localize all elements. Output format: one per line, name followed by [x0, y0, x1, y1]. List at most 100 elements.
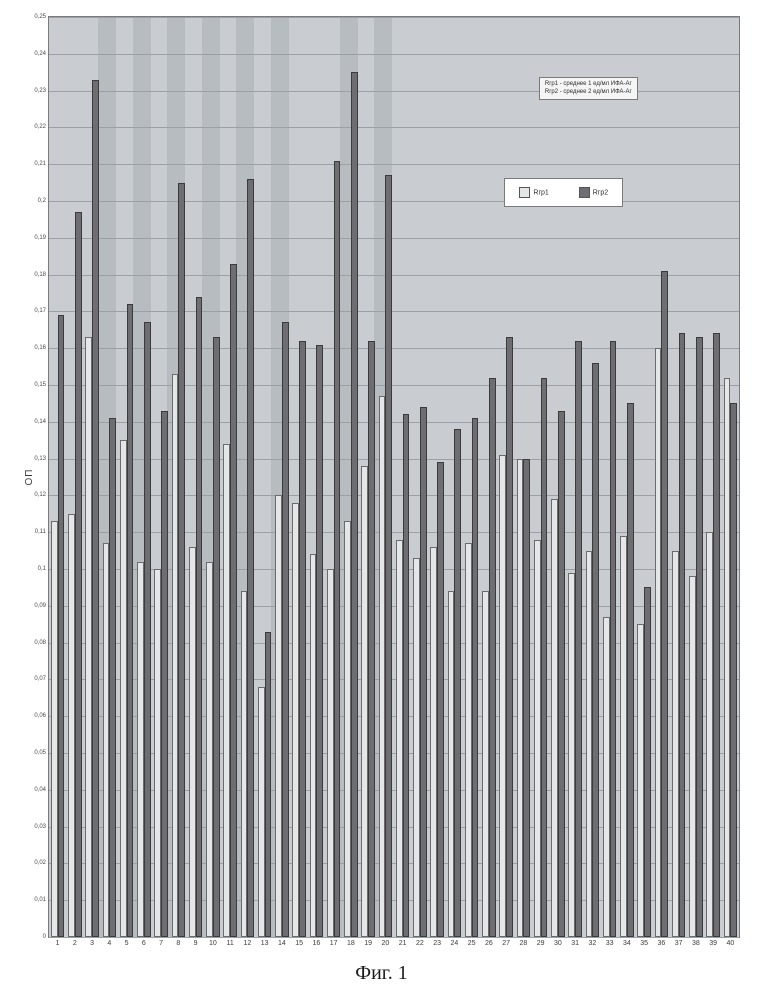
x-tick-label: 37 — [675, 937, 683, 947]
x-tick-label: 9 — [194, 937, 198, 947]
grid-line — [49, 900, 739, 901]
grid-line — [49, 753, 739, 754]
bar-Rгр1 — [396, 540, 403, 937]
bar-Rгр2 — [420, 407, 427, 937]
bar-Rгр2 — [610, 341, 617, 937]
bar-Rгр2 — [92, 80, 99, 937]
x-tick-label: 4 — [107, 937, 111, 947]
grid-line — [49, 937, 739, 938]
x-tick-label: 16 — [312, 937, 320, 947]
bar-Rгр2 — [679, 333, 686, 937]
grid-line — [49, 201, 739, 202]
grid-line — [49, 459, 739, 460]
bar-Rгр1 — [379, 396, 386, 937]
x-tick-label: 38 — [692, 937, 700, 947]
bar-Rгр1 — [706, 532, 713, 937]
bar-Rгр1 — [51, 521, 58, 937]
x-tick-label: 3 — [90, 937, 94, 947]
y-tick-label: 0,11 — [35, 529, 49, 535]
y-tick-label: 0,06 — [34, 713, 49, 719]
bar-Rгр1 — [499, 455, 506, 937]
x-tick-label: 8 — [176, 937, 180, 947]
bar-Rгр1 — [310, 554, 317, 937]
y-tick-label: 0,02 — [34, 860, 49, 866]
bar-Rгр2 — [230, 264, 237, 937]
x-tick-label: 7 — [159, 937, 163, 947]
bar-Rгр2 — [472, 418, 479, 937]
bar-Rгр1 — [534, 540, 541, 937]
x-tick-label: 40 — [726, 937, 734, 947]
bar-Rгр1 — [517, 459, 524, 937]
bar-Rгр2 — [575, 341, 582, 937]
bar-Rгр2 — [75, 212, 82, 937]
x-tick-label: 10 — [209, 937, 217, 947]
bar-Rгр1 — [361, 466, 368, 937]
grid-line — [49, 679, 739, 680]
bar-Rгр2 — [523, 459, 530, 937]
bar-Rгр1 — [430, 547, 437, 937]
bar-Rгр2 — [713, 333, 720, 937]
page: { "chart": { "type": "bar", "frame": { "… — [0, 0, 763, 1000]
x-tick-label: 12 — [243, 937, 251, 947]
y-tick-label: 0,25 — [34, 14, 49, 20]
bar-Rгр1 — [68, 514, 75, 937]
y-tick-label: 0,12 — [34, 492, 49, 498]
bar-Rгр1 — [620, 536, 627, 937]
plot-area: ОП 00,010,020,030,040,050,060,070,080,09… — [49, 17, 739, 937]
bar-Rгр1 — [258, 687, 265, 937]
x-tick-label: 28 — [519, 937, 527, 947]
x-tick-label: 35 — [640, 937, 648, 947]
bar-Rгр1 — [603, 617, 610, 937]
x-tick-label: 15 — [295, 937, 303, 947]
y-tick-label: 0,03 — [34, 824, 49, 830]
bar-Rгр2 — [541, 378, 548, 937]
x-tick-label: 25 — [468, 937, 476, 947]
bar-Rгр2 — [506, 337, 513, 937]
x-tick-label: 11 — [226, 937, 233, 947]
x-tick-label: 29 — [537, 937, 545, 947]
bar-Rгр2 — [178, 183, 185, 937]
bar-Rгр1 — [586, 551, 593, 937]
y-tick-label: 0,08 — [34, 640, 49, 646]
y-tick-label: 0,16 — [34, 345, 49, 351]
y-tick-label: 0,24 — [34, 51, 49, 57]
x-tick-label: 27 — [502, 937, 510, 947]
y-tick-label: 0,01 — [34, 897, 49, 903]
grid-line — [49, 54, 739, 55]
y-tick-label: 0,13 — [34, 456, 49, 462]
bar-Rгр2 — [58, 315, 65, 937]
bar-Rгр1 — [672, 551, 679, 937]
bar-Rгр1 — [103, 543, 110, 937]
bar-Rгр2 — [644, 587, 651, 937]
x-tick-label: 2 — [73, 937, 77, 947]
grid-line — [49, 275, 739, 276]
annotation-box: Rгр1 - среднее 1 ед/мл ИФА-АгRгр2 - сред… — [539, 77, 638, 101]
grid-line — [49, 422, 739, 423]
grid-line — [49, 569, 739, 570]
y-tick-label: 0,2 — [38, 198, 49, 204]
bar-Rгр2 — [213, 337, 220, 937]
y-tick-label: 0,1 — [38, 566, 49, 572]
x-tick-label: 14 — [278, 937, 286, 947]
grid-line — [49, 716, 739, 717]
bar-Rгр2 — [489, 378, 496, 937]
bar-Rгр2 — [437, 462, 444, 937]
bar-Rгр1 — [413, 558, 420, 937]
bar-Rгр1 — [448, 591, 455, 937]
bar-Rгр1 — [637, 624, 644, 937]
legend-item: Rгр2 — [579, 187, 608, 198]
y-tick-label: 0,14 — [34, 419, 49, 425]
bar-Rгр1 — [465, 543, 472, 937]
x-tick-label: 22 — [416, 937, 424, 947]
bar-Rгр2 — [403, 414, 410, 937]
bar-Rгр1 — [689, 576, 696, 937]
x-tick-label: 33 — [606, 937, 614, 947]
annotation-line: Rгр2 - среднее 2 ед/мл ИФА-Аг — [545, 89, 632, 97]
grid-line — [49, 17, 739, 18]
y-tick-label: 0,09 — [34, 603, 49, 609]
bar-Rгр1 — [223, 444, 230, 937]
grid-line — [49, 238, 739, 239]
figure-caption: Фиг. 1 — [0, 962, 763, 985]
x-tick-label: 17 — [330, 937, 338, 947]
grid-line — [49, 790, 739, 791]
